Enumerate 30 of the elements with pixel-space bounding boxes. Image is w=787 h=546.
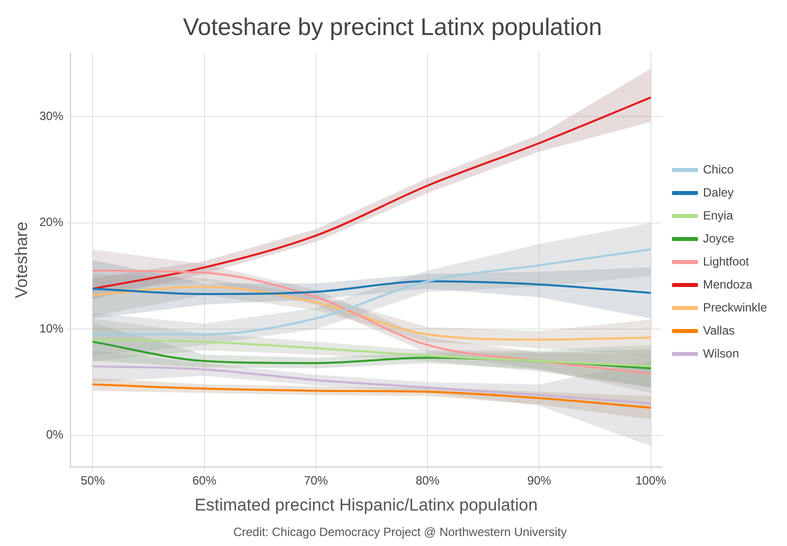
line-series: [92, 365, 652, 404]
y-tick-label: 0%: [46, 428, 64, 442]
x-tick-label: 60%: [192, 474, 217, 488]
x-tick-label: 100%: [635, 474, 666, 488]
line-series: [92, 383, 652, 409]
line-series: [92, 280, 652, 295]
legend-label: Vallas: [702, 323, 735, 338]
line-series: [92, 248, 652, 336]
line-series: [92, 96, 652, 290]
legend-label: Wilson: [702, 346, 739, 360]
y-axis-title: Voteshare: [12, 222, 31, 298]
x-axis-title: Estimated precinct Hispanic/Latinx population: [194, 495, 538, 514]
y-tick-label: 10%: [39, 321, 64, 336]
chart-title: Voteshare by precinct Latinx population: [183, 14, 602, 42]
x-tick-label: 90%: [527, 474, 552, 488]
y-tick-label: 30%: [39, 108, 64, 123]
y-tick-label: 20%: [39, 215, 64, 230]
legend-label: Preckwinkle: [702, 300, 768, 314]
x-tick-label: 70%: [304, 474, 328, 488]
x-tick-label: 80%: [416, 474, 440, 488]
legend-label: Enyia: [702, 208, 734, 222]
legend-label: Lightfoot: [702, 254, 750, 268]
legend-label: Mendoza: [702, 277, 753, 292]
text: Credit: Chicago Democracy Project @ Northwestern University: [233, 525, 567, 539]
legend-label: Daley: [702, 185, 734, 200]
x-tick-label: 50%: [80, 474, 106, 488]
line-series: [92, 286, 652, 341]
legend-label: Joyce: [702, 231, 735, 246]
line-series: [92, 270, 652, 375]
legend-label: Chico: [702, 162, 734, 176]
